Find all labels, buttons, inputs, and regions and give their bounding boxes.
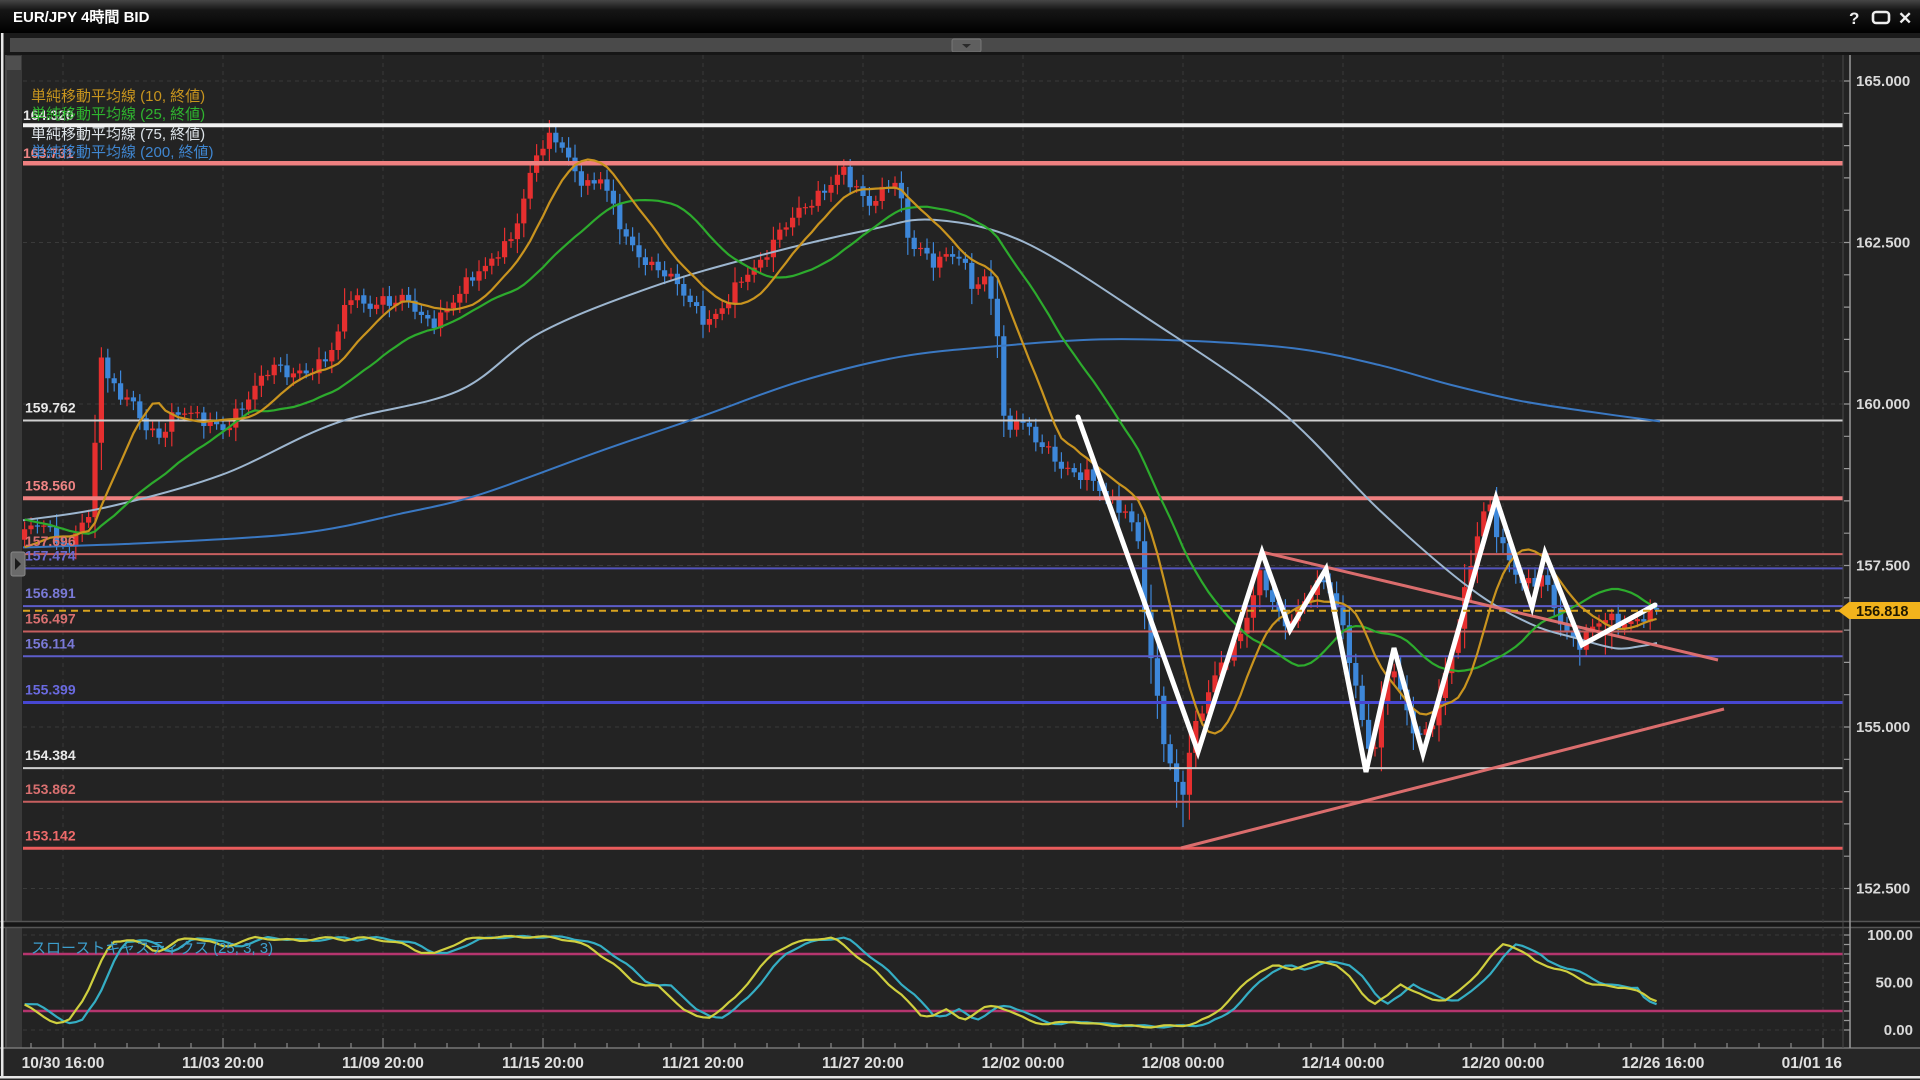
svg-text:156.891: 156.891 <box>25 585 76 601</box>
svg-text:11/21 20:00: 11/21 20:00 <box>662 1055 744 1072</box>
svg-text:11/09 20:00: 11/09 20:00 <box>342 1055 424 1072</box>
svg-text:12/08 00:00: 12/08 00:00 <box>1142 1055 1225 1072</box>
svg-text:165.000: 165.000 <box>1856 73 1910 90</box>
svg-text:155.000: 155.000 <box>1856 719 1910 736</box>
svg-text:✕: ✕ <box>1898 9 1912 28</box>
svg-text:153.142: 153.142 <box>25 827 76 843</box>
svg-text:154.384: 154.384 <box>25 747 76 763</box>
svg-text:単純移動平均線 (200, 終値): 単純移動平均線 (200, 終値) <box>31 144 214 161</box>
svg-text:156.818: 156.818 <box>1856 604 1908 620</box>
svg-text:11/15 20:00: 11/15 20:00 <box>502 1055 584 1072</box>
svg-text:162.500: 162.500 <box>1856 235 1910 252</box>
svg-text:0.00: 0.00 <box>1884 1022 1913 1039</box>
svg-text:157.474: 157.474 <box>25 547 76 563</box>
svg-text:155.399: 155.399 <box>25 682 76 698</box>
svg-text:158.560: 158.560 <box>25 477 76 493</box>
svg-text:50.00: 50.00 <box>1875 975 1913 992</box>
svg-text:164.320: 164.320 <box>23 107 74 123</box>
svg-text:スローストキャスティクス (25, 3, 3): スローストキャスティクス (25, 3, 3) <box>31 940 273 957</box>
svg-text:単純移動平均線 (10, 終値): 単純移動平均線 (10, 終値) <box>31 88 205 105</box>
svg-text:10/30 16:00: 10/30 16:00 <box>22 1055 105 1072</box>
svg-text:11/03 20:00: 11/03 20:00 <box>182 1055 264 1072</box>
svg-text:100.00: 100.00 <box>1867 927 1913 944</box>
svg-text:01/01 16:00: 01/01 16:00 <box>1782 1055 1865 1072</box>
svg-text:157.696: 157.696 <box>25 533 76 549</box>
svg-text:12/02 00:00: 12/02 00:00 <box>982 1055 1065 1072</box>
svg-text:11/27 20:00: 11/27 20:00 <box>822 1055 904 1072</box>
svg-text:?: ? <box>1849 9 1859 28</box>
svg-text:12/26 16:00: 12/26 16:00 <box>1622 1055 1705 1072</box>
svg-text:EUR/JPY 4時間 BID: EUR/JPY 4時間 BID <box>13 8 150 26</box>
svg-text:156.497: 156.497 <box>25 611 76 627</box>
svg-text:156.114: 156.114 <box>25 635 75 651</box>
svg-text:12/20 00:00: 12/20 00:00 <box>1462 1055 1545 1072</box>
svg-text:12/14 00:00: 12/14 00:00 <box>1302 1055 1385 1072</box>
svg-text:153.862: 153.862 <box>25 781 76 797</box>
svg-text:163.731: 163.731 <box>23 145 74 161</box>
svg-text:単純移動平均線 (25, 終値): 単純移動平均線 (25, 終値) <box>31 106 205 123</box>
svg-text:157.500: 157.500 <box>1856 558 1910 575</box>
svg-text:160.000: 160.000 <box>1856 396 1910 413</box>
svg-text:単純移動平均線 (75, 終値): 単純移動平均線 (75, 終値) <box>31 126 205 143</box>
svg-text:152.500: 152.500 <box>1856 881 1910 898</box>
svg-text:159.762: 159.762 <box>25 400 76 416</box>
